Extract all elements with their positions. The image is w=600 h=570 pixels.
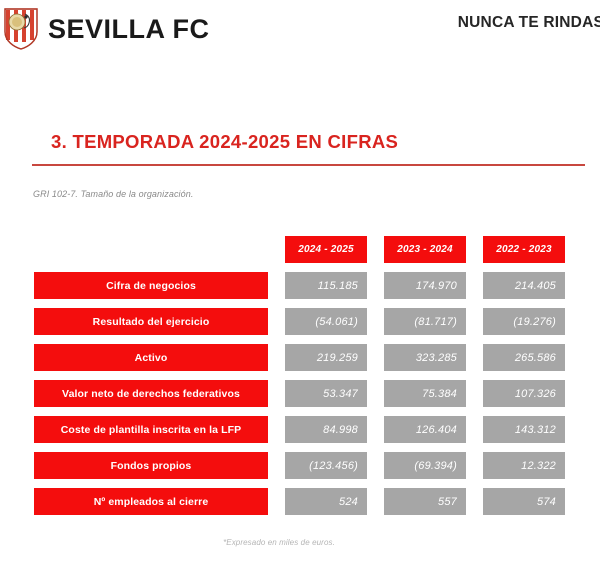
page-header: SEVILLA FC NUNCA TE RINDAS xyxy=(0,0,600,58)
title-divider xyxy=(32,164,585,166)
column-gap xyxy=(367,272,384,299)
table-header-row: 2024 - 2025 2023 - 2024 2022 - 2023 xyxy=(0,236,600,263)
brand-name: SEVILLA FC xyxy=(48,13,210,44)
table-row: Coste de plantilla inscrita en la LFP 84… xyxy=(0,416,600,443)
column-gap xyxy=(367,308,384,335)
table-row: Activo 219.259 323.285 265.586 xyxy=(0,344,600,371)
table-row: Nº empleados al cierre 524 557 574 xyxy=(0,488,600,515)
row-value: 107.326 xyxy=(483,380,565,407)
column-gap xyxy=(268,416,285,443)
table-row: Valor neto de derechos federativos 53.34… xyxy=(0,380,600,407)
column-header-2: 2022 - 2023 xyxy=(483,236,565,263)
row-value: 143.312 xyxy=(483,416,565,443)
section-title: 3. TEMPORADA 2024-2025 EN CIFRAS xyxy=(51,131,399,152)
row-value: (54.061) xyxy=(285,308,367,335)
row-value: 126.404 xyxy=(384,416,466,443)
row-value: 524 xyxy=(285,488,367,515)
row-value: 115.185 xyxy=(285,272,367,299)
row-value: 214.405 xyxy=(483,272,565,299)
row-value: (123.456) xyxy=(285,452,367,479)
tagline: NUNCA TE RINDAS xyxy=(457,14,600,31)
column-gap xyxy=(466,344,483,371)
column-gap xyxy=(367,344,384,371)
column-gap xyxy=(268,452,285,479)
row-value: 84.998 xyxy=(285,416,367,443)
column-header-0: 2024 - 2025 xyxy=(285,236,367,263)
column-gap xyxy=(466,452,483,479)
row-label: Resultado del ejercicio xyxy=(34,308,268,335)
row-value: 12.322 xyxy=(483,452,565,479)
gri-note: GRI 102-7. Tamaño de la organización. xyxy=(33,189,194,199)
column-gap xyxy=(466,416,483,443)
column-gap xyxy=(268,272,285,299)
column-gap xyxy=(268,380,285,407)
row-label: Cifra de negocios xyxy=(34,272,268,299)
table-footnote: *Expresado en miles de euros. xyxy=(223,538,335,547)
row-value: (19.276) xyxy=(483,308,565,335)
column-gap xyxy=(268,308,285,335)
row-value: 323.285 xyxy=(384,344,466,371)
brand-lockup: SEVILLA FC xyxy=(4,8,210,50)
row-label: Fondos propios xyxy=(34,452,268,479)
column-gap xyxy=(466,380,483,407)
column-gap xyxy=(466,488,483,515)
row-value: 174.970 xyxy=(384,272,466,299)
row-label: Coste de plantilla inscrita en la LFP xyxy=(34,416,268,443)
column-gap xyxy=(268,236,285,263)
row-label: Activo xyxy=(34,344,268,371)
table-row: Cifra de negocios 115.185 174.970 214.40… xyxy=(0,272,600,299)
row-value: 574 xyxy=(483,488,565,515)
row-value: 53.347 xyxy=(285,380,367,407)
column-gap xyxy=(367,236,384,263)
row-label: Valor neto de derechos federativos xyxy=(34,380,268,407)
column-gap xyxy=(466,272,483,299)
column-gap xyxy=(367,416,384,443)
table-row: Resultado del ejercicio (54.061) (81.717… xyxy=(0,308,600,335)
row-value: 557 xyxy=(384,488,466,515)
row-label: Nº empleados al cierre xyxy=(34,488,268,515)
column-gap xyxy=(367,488,384,515)
sevilla-fc-crest-icon xyxy=(4,8,38,50)
column-gap xyxy=(268,344,285,371)
row-value: (69.394) xyxy=(384,452,466,479)
column-gap xyxy=(268,488,285,515)
column-gap xyxy=(367,452,384,479)
column-header-1: 2023 - 2024 xyxy=(384,236,466,263)
column-gap xyxy=(466,236,483,263)
header-corner-spacer xyxy=(34,236,268,263)
table-row: Fondos propios (123.456) (69.394) 12.322 xyxy=(0,452,600,479)
row-value: 265.586 xyxy=(483,344,565,371)
column-gap xyxy=(466,308,483,335)
column-gap xyxy=(367,380,384,407)
row-value: 75.384 xyxy=(384,380,466,407)
row-value: 219.259 xyxy=(285,344,367,371)
row-value: (81.717) xyxy=(384,308,466,335)
figures-table: 2024 - 2025 2023 - 2024 2022 - 2023 Cifr… xyxy=(0,236,600,524)
